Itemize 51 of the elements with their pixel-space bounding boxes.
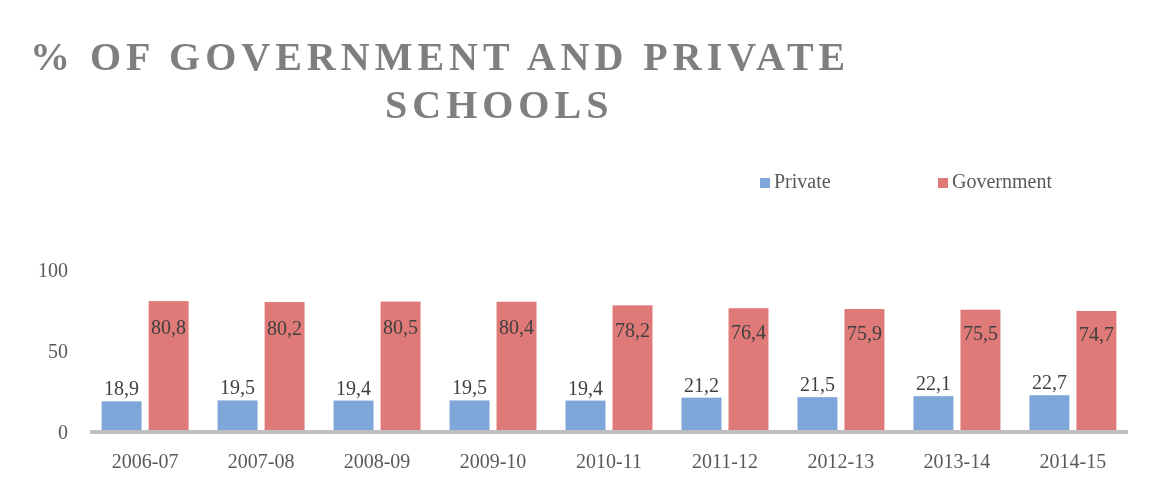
data-label: 19,5	[452, 376, 488, 399]
x-tick-label: 2013-14	[923, 450, 991, 472]
x-tick-label: 2014-15	[1039, 450, 1107, 472]
y-tick-label: 50	[48, 340, 68, 362]
x-tick-label: 2008-09	[343, 450, 411, 472]
data-label: 80,2	[267, 316, 303, 339]
bar	[1076, 310, 1117, 432]
data-label: 76,4	[730, 321, 766, 344]
bar	[1029, 395, 1070, 432]
data-label: 22,1	[915, 372, 951, 395]
x-tick-label: 2009-10	[459, 450, 527, 472]
data-label: 80,5	[383, 316, 419, 339]
bar	[449, 400, 490, 432]
bar	[797, 397, 838, 432]
data-label: 18,9	[104, 377, 140, 400]
data-label: 19,4	[336, 376, 372, 399]
data-label: 80,8	[151, 315, 187, 338]
data-label: 80,4	[499, 316, 535, 339]
bar	[960, 309, 1001, 432]
bar	[217, 400, 258, 432]
chart-title: % OF GOVERNMENT AND PRIVATE SCHOOLS	[30, 34, 851, 127]
data-label: 74,7	[1078, 323, 1114, 346]
data-label: 22,7	[1031, 371, 1067, 394]
data-label: 78,2	[615, 318, 651, 341]
data-label: 21,5	[799, 373, 835, 396]
bar	[148, 301, 189, 432]
bar	[101, 401, 142, 432]
bar	[844, 309, 885, 432]
bar	[612, 305, 653, 432]
x-tick-label: 2010-11	[576, 450, 642, 472]
bar	[681, 397, 722, 432]
x-tick-label: 2006-07	[111, 450, 179, 472]
data-label: 19,5	[220, 376, 256, 399]
data-label: 21,2	[683, 373, 719, 396]
data-label: 19,4	[567, 376, 603, 399]
bar	[913, 396, 954, 432]
legend-label: Private	[774, 170, 831, 192]
y-tick-label: 100	[38, 259, 68, 281]
bar	[380, 301, 421, 432]
data-label: 75,9	[846, 321, 882, 344]
legend-label: Government	[952, 170, 1053, 192]
x-tick-label: 2007-08	[227, 450, 295, 472]
bar	[496, 301, 537, 432]
bar	[264, 302, 305, 432]
y-tick-label: 0	[58, 421, 68, 443]
data-label: 75,5	[962, 322, 998, 345]
bar	[565, 400, 606, 432]
x-tick-label: 2011-12	[692, 450, 758, 472]
bar	[728, 308, 769, 432]
x-tick-label: 2012-13	[807, 450, 875, 472]
bar	[333, 400, 374, 432]
